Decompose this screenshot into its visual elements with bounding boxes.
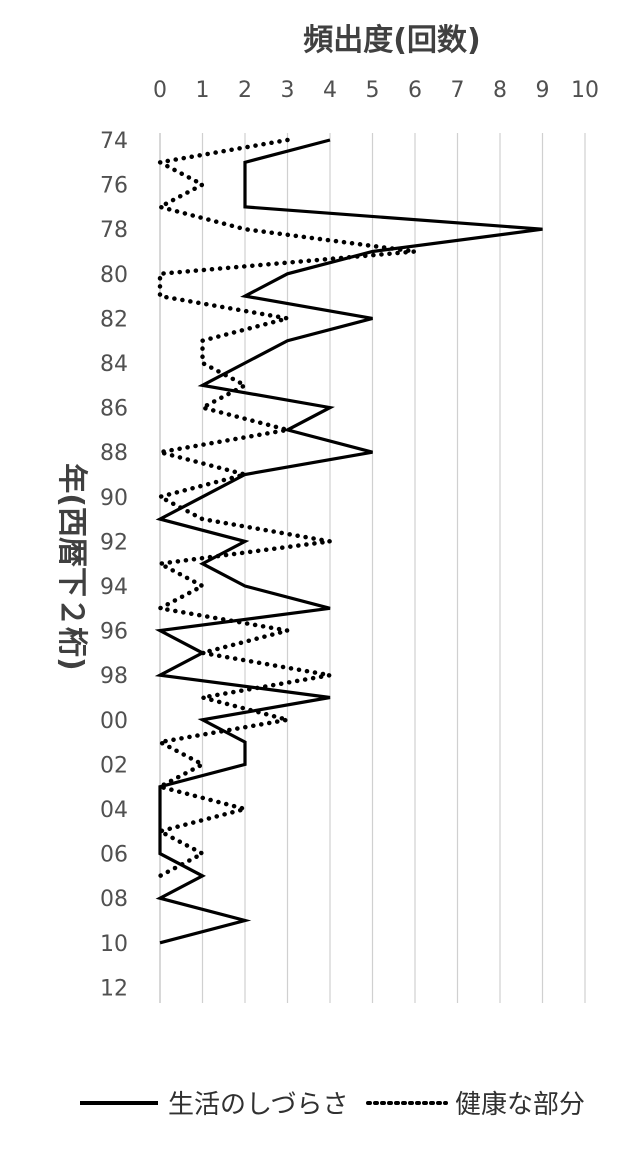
x-tick-label: 8 [493,78,507,103]
legend-label-series-1: 生活のしづらさ [168,1090,348,1120]
x-tick-label: 7 [451,78,465,103]
y-tick-label: 90 [100,486,128,511]
x-tick-label: 1 [196,78,210,103]
x-axis-title: 頻出度(回数) [303,23,480,58]
y-tick-label: 92 [100,530,128,555]
y-tick-label: 88 [100,441,128,466]
y-tick-label: 10 [100,932,128,957]
x-axis-ticks: 0 1 2 3 4 5 6 7 8 9 10 [153,78,599,103]
y-tick-label: 82 [100,307,128,332]
x-tick-label: 4 [323,78,337,103]
y-tick-label: 98 [100,664,128,689]
y-tick-label: 06 [100,843,128,868]
x-tick-label: 5 [366,78,380,103]
gridlines [159,133,586,1003]
y-tick-label: 00 [100,709,128,734]
legend-label-series-2: 健康な部分 [455,1090,585,1120]
y-tick-label: 84 [100,352,128,377]
y-tick-label: 78 [100,218,128,243]
y-axis-title: 年(西暦下２桁) [54,463,89,670]
y-tick-label: 86 [100,397,128,422]
y-tick-label: 12 [100,976,128,1001]
series-line-1 [154,138,543,945]
y-tick-label: 80 [100,263,128,288]
y-axis-ticks: 74 76 78 80 82 84 86 88 90 92 94 96 98 00 02 04 06 08 10 12 [100,129,128,1001]
y-tick-label: 04 [100,798,128,823]
x-tick-label: 2 [238,78,252,103]
y-tick-label: 76 [100,174,128,199]
legend: 生活のしづらさ 健康な部分 [80,1090,585,1120]
x-tick-label: 3 [281,78,295,103]
x-tick-label: 6 [408,78,422,103]
x-tick-label: 10 [571,78,599,103]
y-tick-label: 74 [100,129,128,154]
y-tick-label: 96 [100,620,128,645]
y-tick-label: 02 [100,753,128,778]
series-line-2 [152,137,416,879]
y-tick-label: 94 [100,575,128,600]
x-tick-label: 9 [536,78,550,103]
series-lines [152,137,543,945]
y-tick-label: 08 [100,887,128,912]
x-tick-label: 0 [153,78,167,103]
